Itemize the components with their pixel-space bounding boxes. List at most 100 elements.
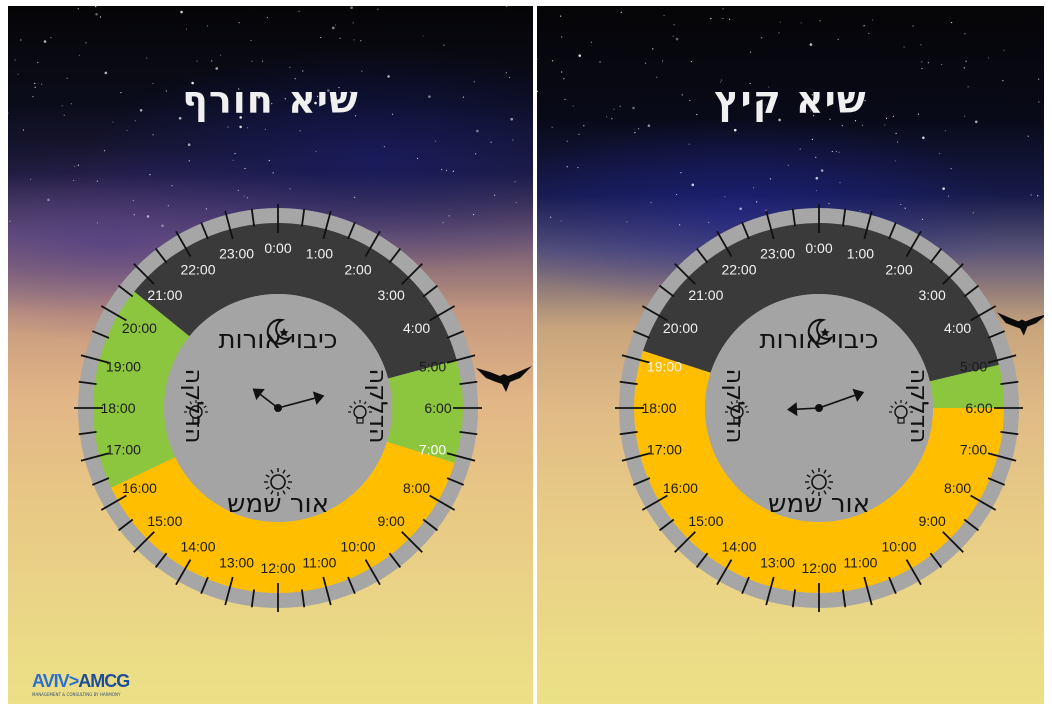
- panel-title: שיא קיץ: [714, 78, 867, 122]
- label-lights-off: כיבוי אורות: [759, 325, 878, 355]
- tick-mark: [619, 380, 638, 386]
- hour-label: 14:00: [721, 539, 756, 555]
- moon-icon: [266, 318, 293, 345]
- tick-mark: [446, 330, 465, 339]
- segment-daylight: [111, 441, 455, 594]
- hour-label: 1:00: [847, 245, 874, 261]
- hour-label: 8:00: [944, 480, 971, 496]
- segment-lights-off: [134, 222, 457, 379]
- tick-mark: [888, 576, 897, 595]
- tick-mark: [765, 576, 775, 606]
- tick-mark: [632, 330, 651, 339]
- tick-mark: [905, 559, 922, 586]
- tick-mark: [401, 263, 423, 285]
- hour-label: 16:00: [122, 480, 157, 496]
- lightbulb-icon: [725, 400, 749, 424]
- winter-panel: שיא חורף 0:00 1:00 2:00 3:00 4:00 5:00 6:00 7:0…: [8, 6, 533, 704]
- tick-mark: [446, 452, 476, 462]
- tick-mark: [942, 263, 964, 285]
- tick-mark: [422, 284, 439, 298]
- tick-mark: [401, 531, 423, 553]
- tick-mark: [224, 210, 234, 240]
- hour-label: 12:00: [260, 560, 295, 576]
- segment-lighting-morning: [929, 364, 1004, 408]
- tick-mark: [791, 589, 797, 608]
- hour-hand-head: [252, 388, 265, 401]
- hour-label: 23:00: [760, 245, 795, 261]
- hour-label: 5:00: [419, 359, 446, 375]
- tick-mark: [674, 263, 696, 285]
- hour-hand-head: [787, 402, 798, 417]
- tick-mark: [888, 221, 897, 240]
- tick-mark: [863, 576, 873, 606]
- tick-mark: [80, 354, 110, 364]
- bird-icon: [997, 312, 1044, 336]
- hour-label: 6:00: [965, 400, 992, 416]
- tick-mark: [619, 430, 638, 436]
- hour-label: 0:00: [264, 240, 291, 256]
- segment-lighting-evening: [92, 291, 190, 488]
- segment-lights-off: [643, 223, 999, 382]
- tick-mark: [987, 330, 1006, 339]
- hour-label: 22:00: [180, 261, 215, 277]
- hour-label: 15:00: [147, 513, 182, 529]
- hour-label: 5:00: [960, 359, 987, 375]
- tick-mark: [641, 494, 668, 511]
- stars-decoration: [8, 6, 517, 227]
- hand-pivot: [274, 404, 282, 412]
- minute-hand-head: [312, 391, 325, 405]
- tick-mark: [841, 208, 847, 227]
- clock-dial: 0:00 1:00 2:00 3:00 4:00 5:00 6:00 7:00 8:00 9:00…: [615, 204, 1023, 612]
- tick-mark: [863, 210, 873, 240]
- tick-mark: [929, 247, 943, 264]
- hour-label: 18:00: [100, 400, 135, 416]
- hour-label: 10:00: [340, 539, 375, 555]
- tick-mark: [970, 305, 997, 322]
- tick-mark: [364, 559, 381, 586]
- tick-mark: [224, 576, 234, 606]
- tick-mark: [446, 354, 476, 364]
- hour-label: 3:00: [919, 287, 946, 303]
- tick-mark: [658, 518, 675, 532]
- hour-label: 9:00: [378, 513, 405, 529]
- tick-mark: [741, 221, 750, 240]
- hour-label: 13:00: [219, 555, 254, 571]
- tick-mark: [117, 284, 134, 298]
- label-lighting-morning: הדלקה: [364, 368, 392, 443]
- tick-mark: [963, 518, 980, 532]
- hour-label: 11:00: [843, 555, 877, 571]
- tick-mark: [987, 354, 1017, 364]
- sun-icon: [264, 468, 292, 496]
- tick-mark: [791, 208, 797, 227]
- tick-mark: [641, 305, 668, 322]
- logo: AVIV>AMCG: [32, 671, 130, 691]
- tick-mark: [91, 477, 110, 486]
- hour-label: 20:00: [663, 320, 698, 336]
- hour-label: 19:00: [647, 359, 682, 375]
- tick-mark: [422, 518, 439, 532]
- hour-label: 4:00: [403, 320, 430, 336]
- hour-label: 9:00: [919, 513, 946, 529]
- lightbulb-icon: [889, 400, 913, 424]
- panel-title: שיא חורף: [182, 78, 359, 122]
- tick-mark: [987, 452, 1017, 462]
- hour-label: 13:00: [760, 555, 795, 571]
- tick-mark: [388, 247, 402, 264]
- tick-mark: [716, 230, 733, 257]
- tick-mark: [905, 230, 922, 257]
- hour-label: 0:00: [805, 240, 832, 256]
- tick-mark: [621, 354, 651, 364]
- tick-mark: [133, 531, 155, 553]
- hour-label: 2:00: [344, 261, 371, 277]
- tick-mark: [322, 210, 332, 240]
- stars-decoration: [537, 8, 1040, 226]
- tick-mark: [929, 552, 943, 569]
- tick-mark: [987, 477, 1006, 486]
- clock-dial: 0:00 1:00 2:00 3:00 4:00 5:00 6:00 7:00 8:00 9:00…: [74, 204, 482, 612]
- tick-mark: [175, 230, 192, 257]
- tick-mark: [716, 559, 733, 586]
- hour-label: 7:00: [960, 441, 987, 457]
- tick-mark: [347, 221, 356, 240]
- tick-mark: [250, 208, 256, 227]
- tick-mark: [963, 284, 980, 298]
